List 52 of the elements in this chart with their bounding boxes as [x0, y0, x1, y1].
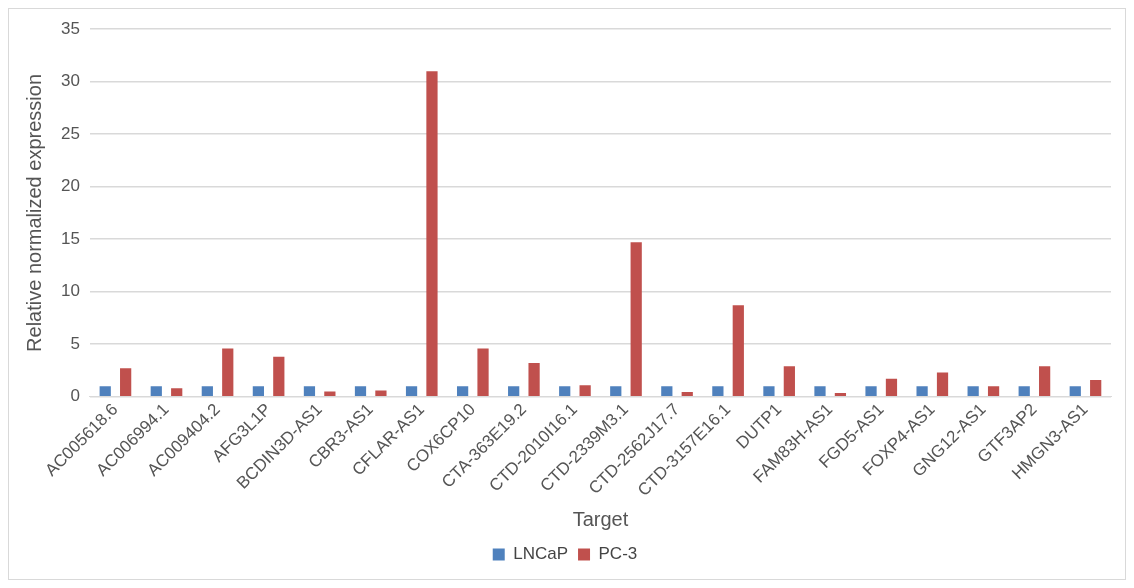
bar — [171, 388, 183, 396]
y-tick-label: 15 — [60, 228, 80, 248]
bar — [814, 386, 826, 396]
bar — [661, 386, 673, 396]
legend-label: PC-3 — [598, 544, 638, 564]
bar — [426, 71, 438, 396]
bar — [405, 386, 418, 396]
y-tick-label: 20 — [60, 176, 80, 196]
bar — [987, 386, 1000, 396]
bar — [273, 356, 285, 396]
bar — [610, 386, 622, 396]
bar — [834, 393, 847, 396]
bar — [681, 391, 693, 396]
bar — [936, 372, 949, 396]
bar — [150, 386, 162, 396]
bar — [120, 368, 132, 396]
bar — [712, 386, 724, 396]
bar — [222, 348, 234, 396]
bar — [967, 386, 979, 396]
bar — [630, 242, 642, 396]
y-tick-label: 5 — [70, 333, 80, 353]
bar — [1018, 386, 1030, 396]
y-tick-label: 0 — [70, 386, 80, 406]
bar — [1069, 386, 1081, 396]
bar — [528, 363, 540, 396]
bar — [732, 305, 744, 396]
bar — [375, 390, 387, 396]
bar — [354, 386, 367, 396]
bar — [477, 348, 489, 396]
y-tick-label: 35 — [60, 18, 80, 38]
bar — [783, 366, 795, 396]
y-tick-label: 30 — [60, 71, 80, 91]
bar — [885, 378, 898, 396]
x-axis-title: Target — [572, 507, 629, 530]
bar — [916, 386, 928, 396]
bar — [456, 386, 469, 396]
bar — [1090, 379, 1102, 396]
bar — [763, 386, 775, 396]
bar — [579, 385, 591, 396]
y-tick-label: 10 — [60, 281, 80, 301]
bar — [303, 386, 316, 396]
bar — [201, 386, 213, 396]
bar — [508, 386, 520, 396]
bar — [1039, 366, 1051, 396]
bar — [865, 386, 877, 396]
bar — [99, 386, 111, 396]
bar — [324, 391, 336, 396]
bar — [252, 386, 265, 396]
y-axis-title: Relative normalized expression — [22, 73, 45, 352]
legend-label: LNCaP — [513, 544, 569, 564]
bar — [559, 386, 571, 396]
y-tick-label: 25 — [60, 123, 80, 143]
